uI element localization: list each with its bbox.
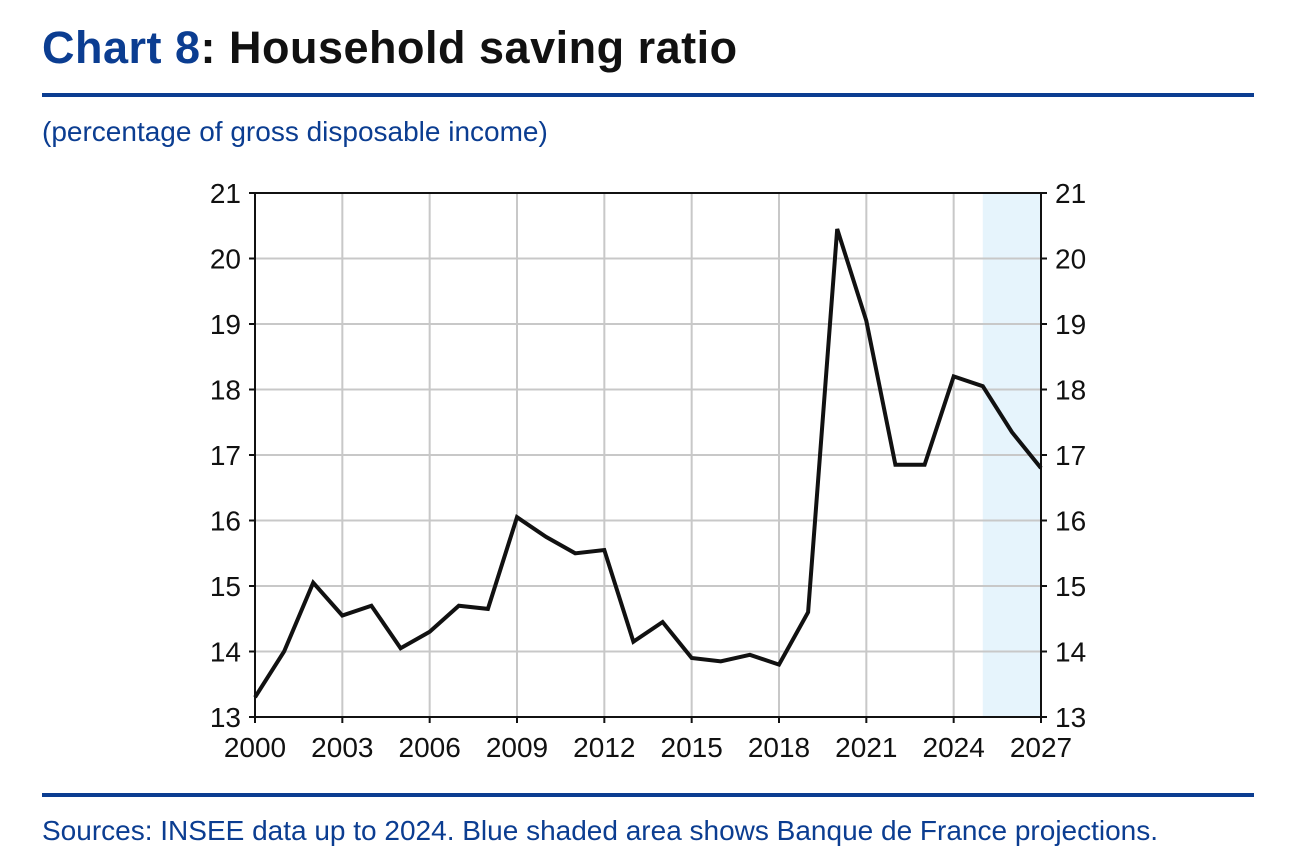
chart-title: Chart 8: Household saving ratio — [42, 22, 738, 74]
x-tick-label-2006: 2006 — [399, 732, 461, 763]
bottom-rule — [42, 793, 1254, 797]
x-tick-label-2003: 2003 — [311, 732, 373, 763]
y-tick-label-right-15: 15 — [1055, 571, 1086, 602]
x-tick-label-2021: 2021 — [835, 732, 897, 763]
y-tick-label-left-20: 20 — [210, 244, 241, 275]
y-tick-label-right-13: 13 — [1055, 702, 1086, 733]
source-note: Sources: INSEE data up to 2024. Blue sha… — [42, 815, 1159, 846]
y-tick-label-right-14: 14 — [1055, 637, 1086, 668]
y-tick-label-left-16: 16 — [210, 506, 241, 537]
y-tick-label-left-14: 14 — [210, 637, 241, 668]
x-tick-label-2000: 2000 — [224, 732, 286, 763]
y-tick-label-right-20: 20 — [1055, 244, 1086, 275]
y-tick-label-left-17: 17 — [210, 440, 241, 471]
x-tick-label-2024: 2024 — [923, 732, 985, 763]
y-tick-label-right-16: 16 — [1055, 506, 1086, 537]
y-tick-label-left-13: 13 — [210, 702, 241, 733]
y-tick-label-left-18: 18 — [210, 375, 241, 406]
y-tick-label-left-21: 21 — [210, 178, 241, 209]
chart-subtitle: (percentage of gross disposable income) — [42, 116, 548, 147]
y-tick-label-right-17: 17 — [1055, 440, 1086, 471]
y-tick-label-right-19: 19 — [1055, 309, 1086, 340]
chart-title-text: : Household saving ratio — [200, 22, 738, 73]
x-tick-label-2027: 2027 — [1010, 732, 1072, 763]
y-tick-label-left-19: 19 — [210, 309, 241, 340]
top-rule — [42, 93, 1254, 97]
x-tick-label-2015: 2015 — [661, 732, 723, 763]
x-tick-label-2018: 2018 — [748, 732, 810, 763]
chart-number: Chart 8 — [42, 22, 201, 73]
x-tick-label-2012: 2012 — [573, 732, 635, 763]
y-tick-label-right-18: 18 — [1055, 375, 1086, 406]
x-tick-label-2009: 2009 — [486, 732, 548, 763]
y-tick-label-right-21: 21 — [1055, 178, 1086, 209]
line-chart: 2000 2003 2006 2009 2012 2015 2018 2021 2024 2027… — [210, 178, 1086, 763]
series-line-0 — [253, 228, 1043, 699]
y-tick-label-left-15: 15 — [210, 571, 241, 602]
